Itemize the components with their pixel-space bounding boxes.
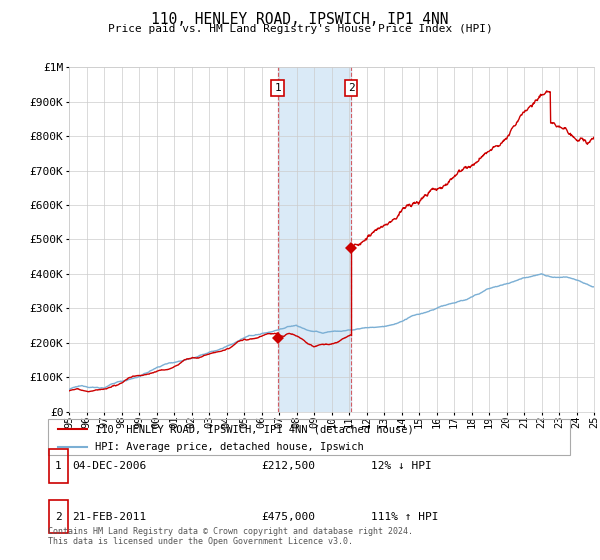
Text: Price paid vs. HM Land Registry's House Price Index (HPI): Price paid vs. HM Land Registry's House …	[107, 24, 493, 34]
Text: 2: 2	[55, 512, 62, 521]
Text: 12% ↓ HPI: 12% ↓ HPI	[371, 461, 431, 471]
Text: HPI: Average price, detached house, Ipswich: HPI: Average price, detached house, Ipsw…	[95, 442, 364, 452]
Text: 2: 2	[348, 83, 355, 93]
Text: 110, HENLEY ROAD, IPSWICH, IP1 4NN (detached house): 110, HENLEY ROAD, IPSWICH, IP1 4NN (deta…	[95, 424, 414, 435]
Text: 21-FEB-2011: 21-FEB-2011	[72, 512, 146, 521]
Text: 1: 1	[274, 83, 281, 93]
Text: 110, HENLEY ROAD, IPSWICH, IP1 4NN: 110, HENLEY ROAD, IPSWICH, IP1 4NN	[151, 12, 449, 27]
Bar	[278, 67, 351, 412]
Text: Contains HM Land Registry data © Crown copyright and database right 2024.
This d: Contains HM Land Registry data © Crown c…	[48, 526, 413, 546]
Text: 111% ↑ HPI: 111% ↑ HPI	[371, 512, 438, 521]
Text: 04-DEC-2006: 04-DEC-2006	[72, 461, 146, 471]
Text: 1: 1	[55, 461, 62, 471]
Bar	[49, 449, 68, 483]
Bar	[49, 500, 68, 533]
Text: £212,500: £212,500	[261, 461, 315, 471]
Text: £475,000: £475,000	[261, 512, 315, 521]
